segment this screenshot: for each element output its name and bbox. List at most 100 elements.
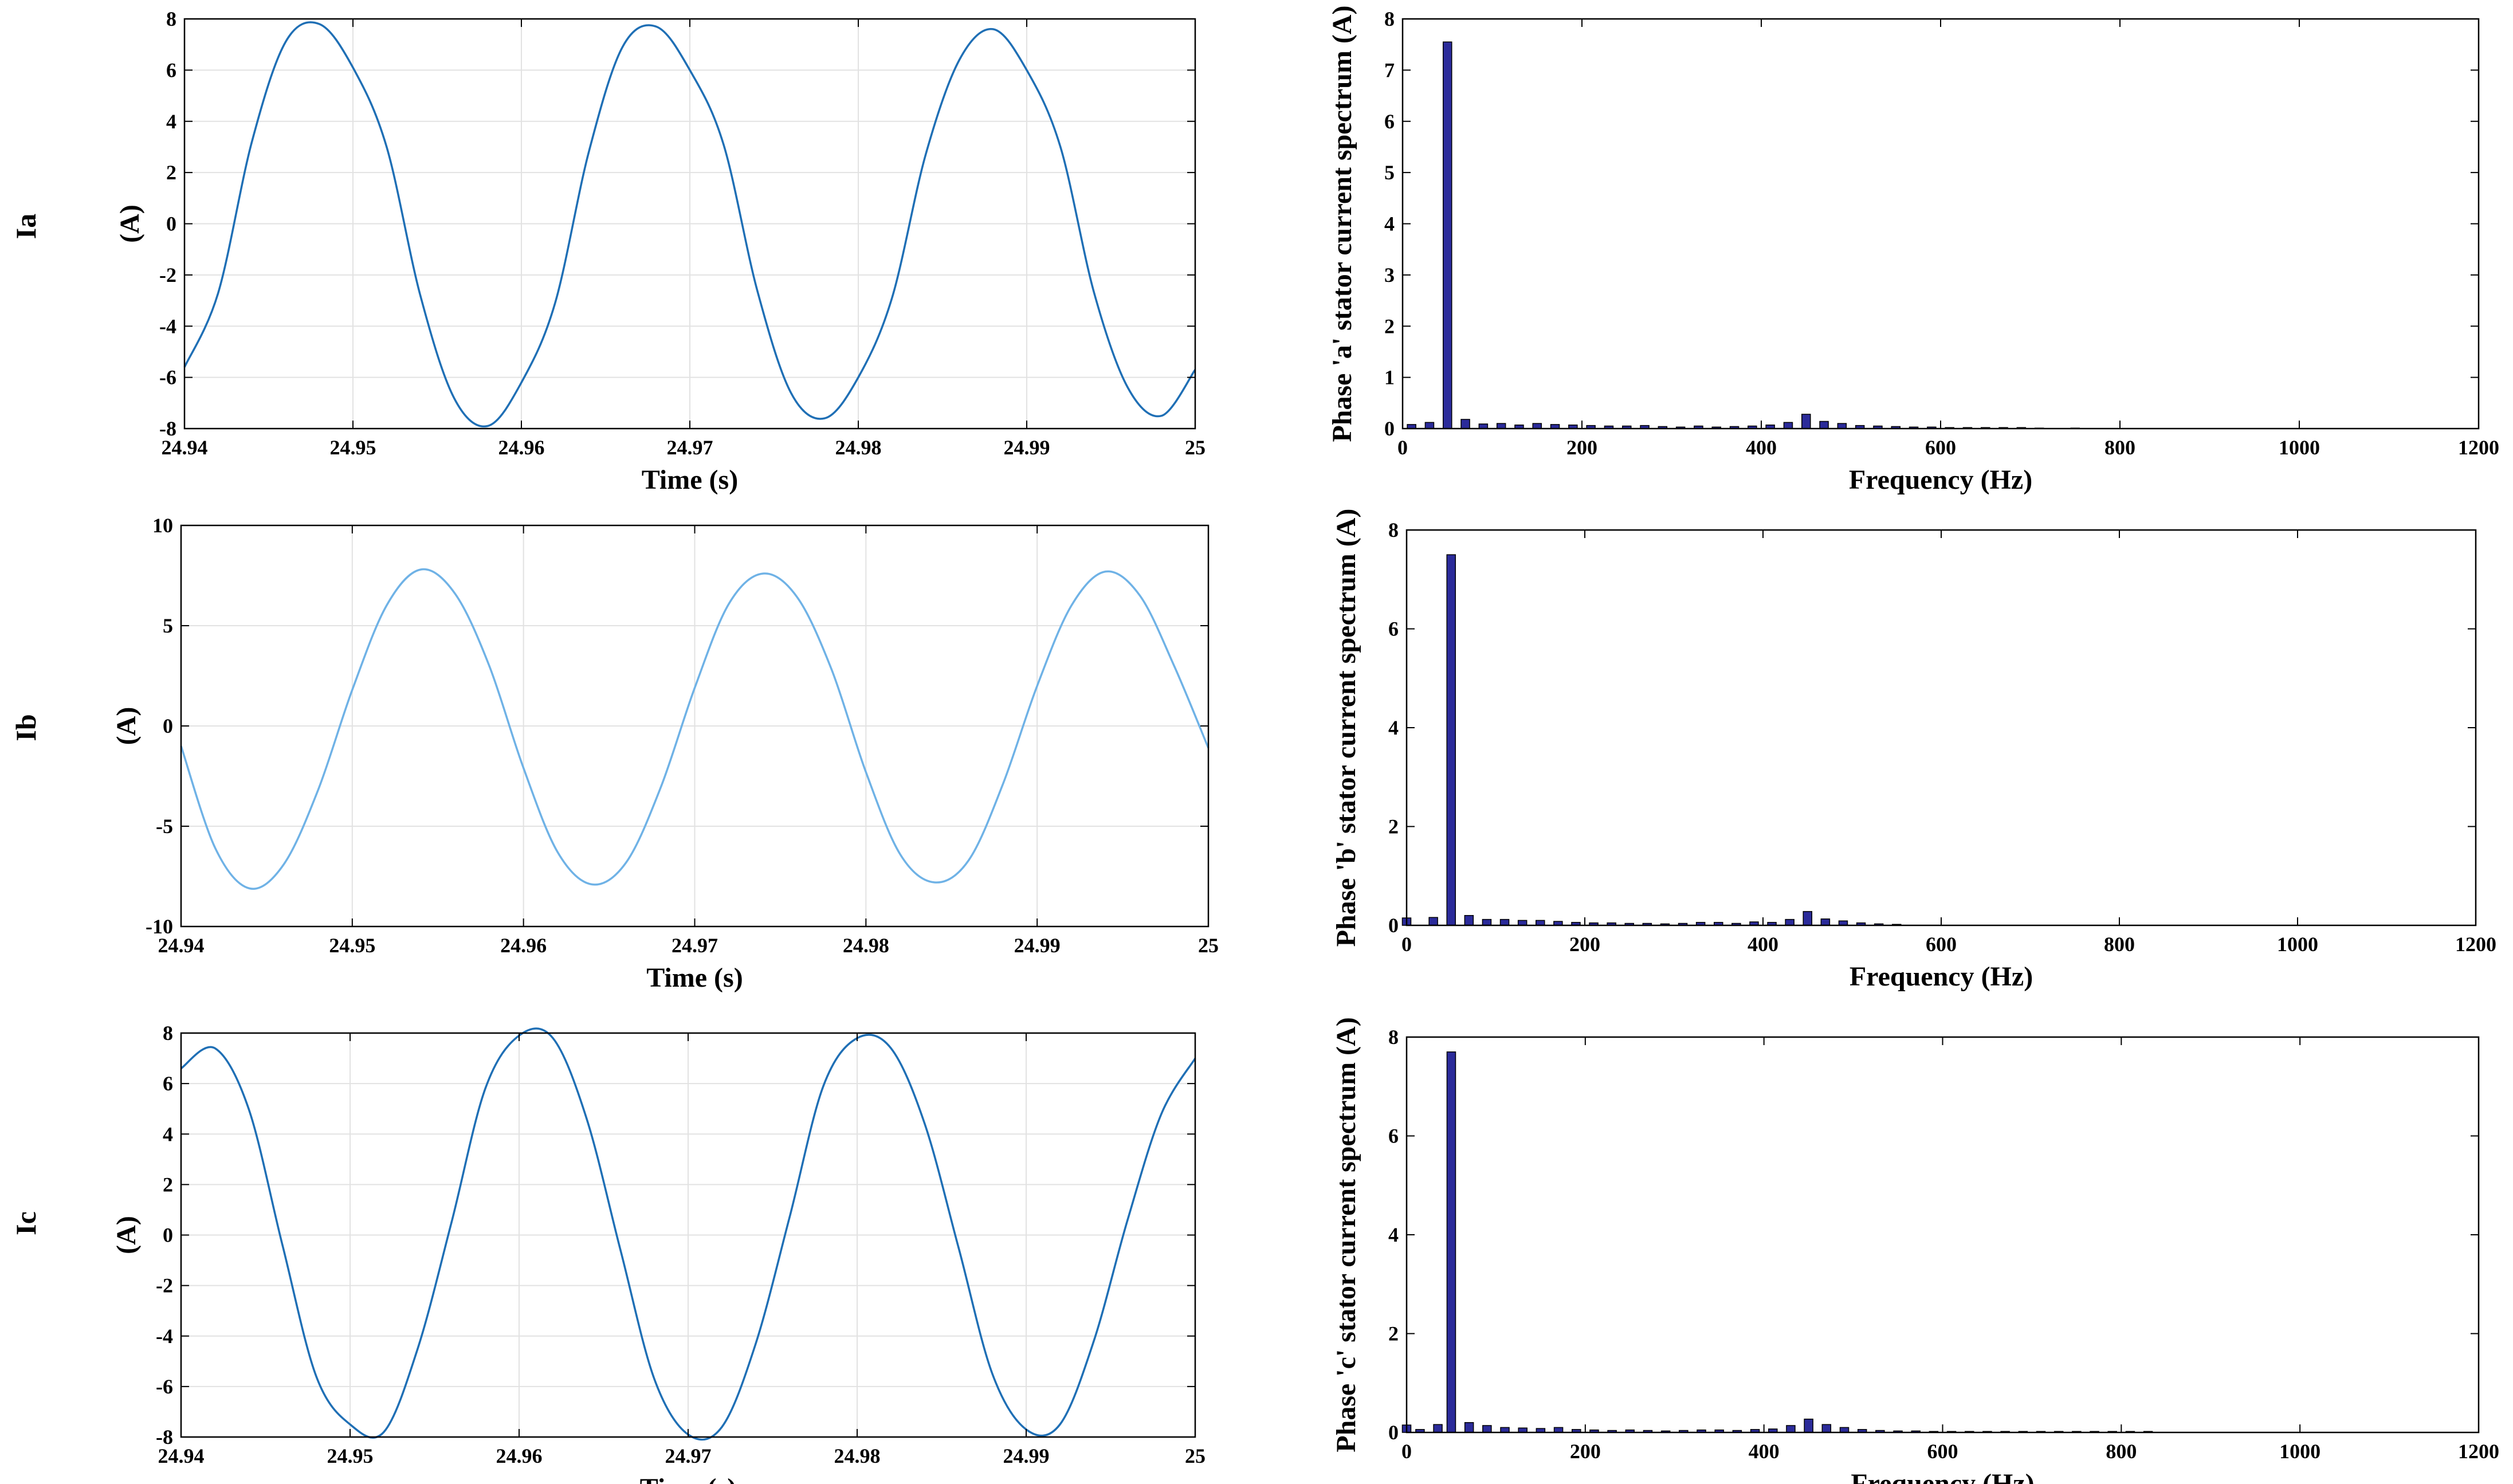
- x-tick-label: 24.99: [1003, 1444, 1050, 1467]
- spectrum-bar: [1428, 917, 1438, 926]
- y-tick-label: -4: [159, 315, 176, 337]
- waveform-plot-0: 24.94 24.95 24.96 24.97 24.98 24.99 25 8 6 4 2 0 -2 -…: [115, 7, 1206, 495]
- spectrum-bar: [1532, 423, 1542, 429]
- x-tick-label: 400: [1749, 1440, 1780, 1463]
- x-tick-label: 200: [1569, 933, 1600, 956]
- y-tick-label: 8: [1384, 7, 1395, 30]
- y-tick-label: 0: [1388, 1421, 1399, 1444]
- y-axis-label: (A): [115, 205, 145, 243]
- y-tick-label: 2: [1388, 1322, 1399, 1345]
- x-tick-label: 400: [1748, 933, 1778, 956]
- y-tick-label: 7: [1384, 58, 1395, 81]
- y-tick-label: 2: [166, 161, 176, 184]
- spectrum-bar: [1820, 918, 1831, 926]
- y-axis-label: Phase 'a' stator current spectrum (A): [1327, 5, 1357, 442]
- row-label-ia: Ia: [10, 214, 42, 239]
- x-axis-label: Time (s): [640, 1473, 736, 1484]
- x-tick-label: 24.94: [158, 934, 205, 957]
- x-tick-label: 25: [1185, 436, 1206, 459]
- x-tick-label: 24.95: [330, 436, 376, 459]
- x-tick-label: 600: [1926, 933, 1957, 956]
- spectrum-bar: [1804, 1418, 1813, 1433]
- spectrum-bar: [1460, 419, 1470, 429]
- x-tick-label: 800: [2106, 1440, 2137, 1463]
- spectrum-bar: [1786, 1425, 1796, 1433]
- x-tick-label: 800: [2104, 436, 2135, 459]
- x-tick-label: 24.98: [843, 934, 889, 957]
- y-tick-label: 4: [1388, 1223, 1399, 1246]
- y-tick-label: 0: [163, 1224, 173, 1247]
- y-tick-label: 8: [166, 7, 176, 30]
- y-tick-label: 0: [166, 213, 176, 235]
- x-tick-label: 24.97: [672, 934, 718, 957]
- spectrum-bar: [1433, 1424, 1443, 1433]
- spectrum-plot-5: 0 200 400 600 800 1000 1200 8 6 4 2 0 Frequency (Hz)…: [1331, 1017, 2499, 1484]
- spectrum-bar: [1446, 1051, 1456, 1433]
- y-tick-label: 8: [163, 1022, 173, 1045]
- y-tick-label: -4: [156, 1325, 173, 1348]
- x-axis-label: Frequency (Hz): [1849, 465, 2032, 495]
- x-tick-label: 0: [1401, 1440, 1412, 1463]
- x-axis-label: Time (s): [642, 465, 738, 495]
- spectrum-plot-3: 0 200 400 600 800 1000 1200 8 7 6 5 4 3 2 1 0 Frequency …: [1327, 5, 2499, 495]
- y-tick-label: 0: [1388, 914, 1399, 937]
- y-tick-label: 4: [163, 1122, 173, 1145]
- spectrum-bar: [1517, 920, 1528, 926]
- x-tick-label: 25: [1198, 934, 1219, 957]
- y-tick-label: -8: [156, 1426, 173, 1448]
- x-tick-label: 400: [1746, 436, 1777, 459]
- y-tick-label: 0: [1384, 417, 1395, 440]
- x-tick-label: 24.98: [834, 1444, 881, 1467]
- y-tick-label: 1: [1384, 366, 1395, 389]
- x-tick-label: 1000: [2279, 436, 2320, 459]
- x-tick-label: 24.99: [1004, 436, 1050, 459]
- x-tick-label: 800: [2104, 933, 2135, 956]
- y-tick-label: 2: [1384, 315, 1395, 337]
- spectrum-bar: [1803, 911, 1812, 926]
- spectrum-bar: [1464, 1422, 1474, 1433]
- y-tick-label: -2: [156, 1274, 173, 1297]
- y-axis-label: (A): [111, 707, 142, 745]
- spectrum-bar: [1783, 422, 1793, 429]
- spectrum-bar: [1536, 920, 1545, 926]
- plot-frame: [1401, 18, 2480, 430]
- y-tick-label: 6: [1388, 618, 1399, 641]
- x-tick-label: 200: [1570, 1440, 1601, 1463]
- spectrum-bar: [1801, 414, 1811, 429]
- spectrum-bar: [1500, 1427, 1510, 1433]
- x-tick-label: 24.98: [835, 436, 882, 459]
- y-tick-label: -10: [146, 915, 173, 938]
- x-tick-label: 200: [1566, 436, 1597, 459]
- row-label-ic: Ic: [10, 1211, 42, 1235]
- y-tick-label: 4: [1384, 213, 1395, 235]
- y-tick-label: 6: [163, 1072, 173, 1095]
- x-axis-label: Time (s): [646, 963, 743, 993]
- x-tick-label: 600: [1927, 1440, 1958, 1463]
- y-tick-label: 4: [166, 110, 176, 133]
- x-tick-label: 24.97: [667, 436, 713, 459]
- spectrum-bar: [1464, 915, 1474, 926]
- spectrum-plot-4: 0 200 400 600 800 1000 1200 8 6 4 2 0 Frequency (Hz)…: [1331, 509, 2496, 992]
- x-tick-label: 1200: [2455, 933, 2496, 956]
- x-tick-label: 24.97: [665, 1444, 712, 1467]
- y-tick-label: 6: [166, 58, 176, 81]
- x-tick-label: 1000: [2277, 933, 2318, 956]
- spectrum-bar: [1837, 423, 1847, 429]
- x-tick-label: 25: [1185, 1444, 1206, 1467]
- y-tick-label: 10: [152, 514, 173, 537]
- y-tick-label: -6: [159, 366, 176, 389]
- spectrum-bar: [1443, 41, 1452, 429]
- y-tick-label: -8: [159, 417, 176, 440]
- x-tick-label: 1200: [2458, 436, 2499, 459]
- y-tick-label: 4: [1388, 716, 1399, 739]
- plot-frame: [1405, 529, 2477, 926]
- spectrum-bar: [1785, 918, 1795, 926]
- y-tick-label: 3: [1384, 264, 1395, 286]
- y-tick-label: 5: [1384, 161, 1395, 184]
- x-tick-label: 24.95: [327, 1444, 374, 1467]
- y-tick-label: 0: [163, 714, 173, 737]
- spectrum-bar: [1553, 1427, 1564, 1433]
- spectrum-bar: [1482, 1425, 1492, 1433]
- y-tick-label: 5: [163, 614, 173, 637]
- y-tick-label: 8: [1388, 519, 1399, 541]
